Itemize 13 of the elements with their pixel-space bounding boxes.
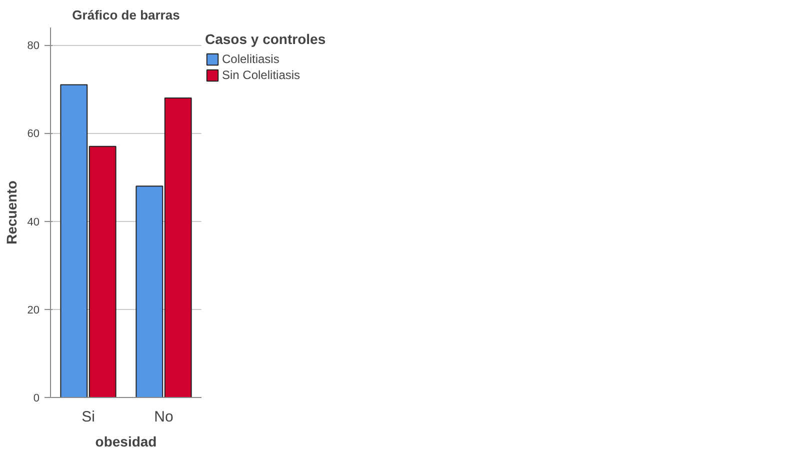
y-axis-title: Recuento xyxy=(3,180,20,244)
y-tick-label: 20 xyxy=(27,304,40,316)
chart-title: Gráfico de barras xyxy=(72,8,180,22)
y-tick-label: 40 xyxy=(27,216,40,228)
y-tick-label: 80 xyxy=(27,40,40,52)
y-tick-label: 60 xyxy=(27,128,40,140)
legend-label: Sin Colelitiasis xyxy=(222,68,300,82)
x-axis-title: obesidad xyxy=(95,434,157,450)
legend-title: Casos y controles xyxy=(205,31,326,47)
x-tick-label: No xyxy=(154,408,174,426)
x-tick-label: Si xyxy=(82,408,95,426)
legend-label: Colelitiasis xyxy=(222,52,280,66)
y-tick-label: 0 xyxy=(33,392,40,404)
